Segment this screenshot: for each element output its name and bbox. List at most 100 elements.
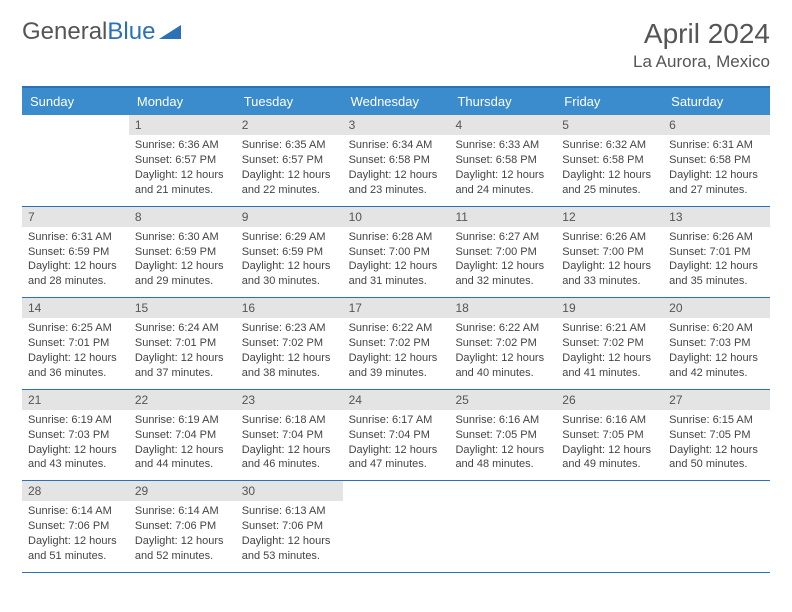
- day-header: Saturday: [663, 88, 770, 115]
- daylight2-text: and 50 minutes.: [669, 457, 764, 472]
- day-number: 30: [236, 481, 343, 501]
- sunrise-text: Sunrise: 6:21 AM: [562, 321, 657, 336]
- daylight1-text: Daylight: 12 hours: [349, 351, 444, 366]
- day-number: 19: [556, 298, 663, 318]
- day-number: 3: [343, 115, 450, 135]
- sunset-text: Sunset: 7:06 PM: [28, 519, 123, 534]
- sunset-text: Sunset: 6:58 PM: [455, 153, 550, 168]
- calendar-cell: 15Sunrise: 6:24 AMSunset: 7:01 PMDayligh…: [129, 298, 236, 389]
- day-number: [556, 481, 663, 501]
- day-number: 29: [129, 481, 236, 501]
- day-number: 16: [236, 298, 343, 318]
- daylight1-text: Daylight: 12 hours: [135, 168, 230, 183]
- daylight2-text: and 53 minutes.: [242, 549, 337, 564]
- sunrise-text: Sunrise: 6:31 AM: [669, 138, 764, 153]
- daylight2-text: and 27 minutes.: [669, 183, 764, 198]
- calendar-cell: [449, 481, 556, 572]
- calendar-cell: 5Sunrise: 6:32 AMSunset: 6:58 PMDaylight…: [556, 115, 663, 206]
- day-number: 20: [663, 298, 770, 318]
- daylight1-text: Daylight: 12 hours: [135, 259, 230, 274]
- sunset-text: Sunset: 7:05 PM: [669, 428, 764, 443]
- sunrise-text: Sunrise: 6:23 AM: [242, 321, 337, 336]
- day-header-row: SundayMondayTuesdayWednesdayThursdayFrid…: [22, 88, 770, 115]
- day-number: 7: [22, 207, 129, 227]
- daylight2-text: and 23 minutes.: [349, 183, 444, 198]
- sunset-text: Sunset: 6:57 PM: [135, 153, 230, 168]
- daylight2-text: and 36 minutes.: [28, 366, 123, 381]
- daylight1-text: Daylight: 12 hours: [242, 534, 337, 549]
- logo-triangle-icon: [159, 18, 181, 46]
- sunset-text: Sunset: 7:02 PM: [455, 336, 550, 351]
- sunrise-text: Sunrise: 6:27 AM: [455, 230, 550, 245]
- calendar-cell: [663, 481, 770, 572]
- sunset-text: Sunset: 7:01 PM: [669, 245, 764, 260]
- sunset-text: Sunset: 7:06 PM: [135, 519, 230, 534]
- week-row: 14Sunrise: 6:25 AMSunset: 7:01 PMDayligh…: [22, 298, 770, 390]
- daylight1-text: Daylight: 12 hours: [28, 534, 123, 549]
- calendar-cell: 13Sunrise: 6:26 AMSunset: 7:01 PMDayligh…: [663, 207, 770, 298]
- daylight2-text: and 32 minutes.: [455, 274, 550, 289]
- week-row: 21Sunrise: 6:19 AMSunset: 7:03 PMDayligh…: [22, 390, 770, 482]
- calendar-cell: 28Sunrise: 6:14 AMSunset: 7:06 PMDayligh…: [22, 481, 129, 572]
- daylight1-text: Daylight: 12 hours: [242, 168, 337, 183]
- calendar: SundayMondayTuesdayWednesdayThursdayFrid…: [22, 86, 770, 573]
- day-header: Thursday: [449, 88, 556, 115]
- calendar-cell: 2Sunrise: 6:35 AMSunset: 6:57 PMDaylight…: [236, 115, 343, 206]
- sunset-text: Sunset: 7:04 PM: [349, 428, 444, 443]
- daylight2-text: and 41 minutes.: [562, 366, 657, 381]
- logo-text-2: Blue: [107, 18, 155, 46]
- sunrise-text: Sunrise: 6:36 AM: [135, 138, 230, 153]
- sunrise-text: Sunrise: 6:15 AM: [669, 413, 764, 428]
- day-header: Wednesday: [343, 88, 450, 115]
- title-block: April 2024 La Aurora, Mexico: [633, 18, 770, 72]
- sunset-text: Sunset: 7:01 PM: [28, 336, 123, 351]
- calendar-cell: 20Sunrise: 6:20 AMSunset: 7:03 PMDayligh…: [663, 298, 770, 389]
- daylight1-text: Daylight: 12 hours: [242, 351, 337, 366]
- calendar-cell: 3Sunrise: 6:34 AMSunset: 6:58 PMDaylight…: [343, 115, 450, 206]
- day-number: 23: [236, 390, 343, 410]
- sunrise-text: Sunrise: 6:14 AM: [28, 504, 123, 519]
- daylight2-text: and 49 minutes.: [562, 457, 657, 472]
- daylight2-text: and 52 minutes.: [135, 549, 230, 564]
- sunset-text: Sunset: 7:02 PM: [349, 336, 444, 351]
- logo-text-1: General: [22, 18, 107, 46]
- daylight1-text: Daylight: 12 hours: [455, 443, 550, 458]
- day-number: 14: [22, 298, 129, 318]
- sunset-text: Sunset: 6:58 PM: [669, 153, 764, 168]
- sunset-text: Sunset: 6:59 PM: [242, 245, 337, 260]
- day-number: [22, 115, 129, 135]
- day-number: 21: [22, 390, 129, 410]
- weeks-container: 1Sunrise: 6:36 AMSunset: 6:57 PMDaylight…: [22, 115, 770, 573]
- day-number: 24: [343, 390, 450, 410]
- daylight2-text: and 46 minutes.: [242, 457, 337, 472]
- daylight1-text: Daylight: 12 hours: [669, 168, 764, 183]
- calendar-cell: 1Sunrise: 6:36 AMSunset: 6:57 PMDaylight…: [129, 115, 236, 206]
- calendar-cell: 11Sunrise: 6:27 AMSunset: 7:00 PMDayligh…: [449, 207, 556, 298]
- day-number: 17: [343, 298, 450, 318]
- calendar-cell: 9Sunrise: 6:29 AMSunset: 6:59 PMDaylight…: [236, 207, 343, 298]
- calendar-cell: 22Sunrise: 6:19 AMSunset: 7:04 PMDayligh…: [129, 390, 236, 481]
- sunrise-text: Sunrise: 6:19 AM: [28, 413, 123, 428]
- sunset-text: Sunset: 7:05 PM: [562, 428, 657, 443]
- calendar-cell: 8Sunrise: 6:30 AMSunset: 6:59 PMDaylight…: [129, 207, 236, 298]
- sunrise-text: Sunrise: 6:16 AM: [562, 413, 657, 428]
- daylight1-text: Daylight: 12 hours: [349, 443, 444, 458]
- daylight2-text: and 47 minutes.: [349, 457, 444, 472]
- sunrise-text: Sunrise: 6:29 AM: [242, 230, 337, 245]
- day-header: Tuesday: [236, 88, 343, 115]
- calendar-cell: 7Sunrise: 6:31 AMSunset: 6:59 PMDaylight…: [22, 207, 129, 298]
- sunset-text: Sunset: 7:04 PM: [242, 428, 337, 443]
- sunrise-text: Sunrise: 6:20 AM: [669, 321, 764, 336]
- day-number: 22: [129, 390, 236, 410]
- calendar-cell: 10Sunrise: 6:28 AMSunset: 7:00 PMDayligh…: [343, 207, 450, 298]
- day-number: 12: [556, 207, 663, 227]
- day-number: 8: [129, 207, 236, 227]
- sunrise-text: Sunrise: 6:34 AM: [349, 138, 444, 153]
- calendar-cell: 19Sunrise: 6:21 AMSunset: 7:02 PMDayligh…: [556, 298, 663, 389]
- logo: GeneralBlue: [22, 18, 181, 46]
- daylight2-text: and 37 minutes.: [135, 366, 230, 381]
- day-header: Monday: [129, 88, 236, 115]
- calendar-cell: [556, 481, 663, 572]
- daylight2-text: and 33 minutes.: [562, 274, 657, 289]
- sunrise-text: Sunrise: 6:13 AM: [242, 504, 337, 519]
